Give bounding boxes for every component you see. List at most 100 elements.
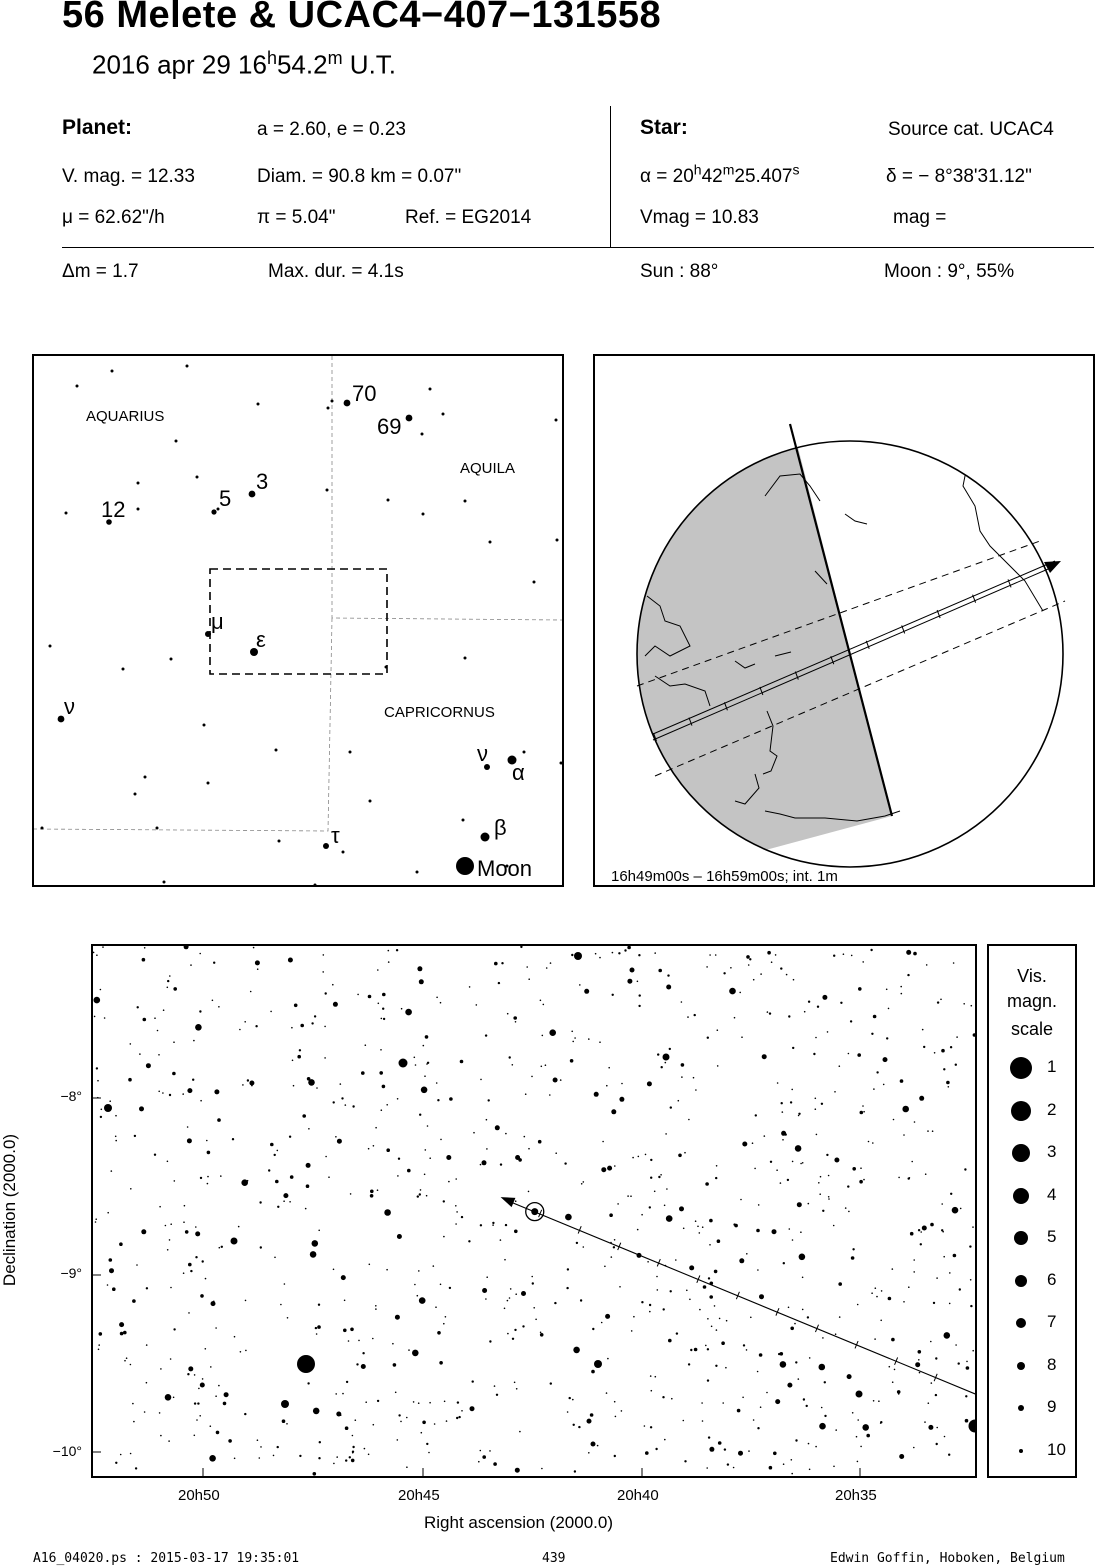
background-star bbox=[800, 1231, 802, 1233]
background-star bbox=[473, 1131, 475, 1134]
background-star bbox=[340, 1275, 346, 1281]
background-star bbox=[187, 1373, 190, 1376]
background-star bbox=[479, 1163, 482, 1166]
background-star bbox=[307, 1382, 310, 1385]
background-star bbox=[195, 1024, 202, 1031]
footer-file: A16_04020.ps : 2015-03-17 19:35:01 bbox=[33, 1551, 300, 1566]
path-tick bbox=[854, 1340, 859, 1349]
background-star bbox=[627, 1195, 629, 1197]
background-star bbox=[935, 1442, 938, 1446]
finder-star bbox=[136, 481, 140, 485]
background-star bbox=[951, 1206, 959, 1214]
background-star bbox=[732, 1466, 735, 1469]
background-star bbox=[924, 1173, 927, 1175]
background-star bbox=[948, 1302, 951, 1305]
background-star bbox=[943, 1332, 951, 1339]
globe-outline bbox=[636, 440, 1064, 868]
background-star bbox=[860, 1445, 862, 1448]
finder-star bbox=[143, 775, 147, 779]
background-star bbox=[726, 1463, 730, 1466]
background-star bbox=[133, 1134, 137, 1138]
background-star bbox=[730, 967, 732, 969]
background-star bbox=[790, 1326, 794, 1331]
background-star bbox=[729, 987, 736, 995]
background-star bbox=[315, 1333, 318, 1335]
background-star bbox=[949, 1272, 951, 1274]
background-star bbox=[482, 1288, 488, 1293]
background-star bbox=[435, 1082, 438, 1084]
background-star bbox=[514, 1328, 517, 1332]
background-star bbox=[220, 1175, 222, 1177]
background-star bbox=[740, 1198, 742, 1201]
background-star bbox=[970, 1304, 973, 1308]
background-star bbox=[339, 1414, 342, 1416]
star-ra-min: 42 bbox=[701, 166, 723, 187]
footer-author: Edwin Goffin, Hoboken, Belgium bbox=[830, 1551, 1065, 1566]
background-star bbox=[813, 1052, 816, 1056]
boundary-capricornus bbox=[33, 617, 333, 832]
background-star bbox=[707, 1277, 711, 1280]
background-star bbox=[241, 1179, 248, 1186]
background-star bbox=[495, 1393, 499, 1396]
globe-time-caption: 16h49m00s – 16h59m00s; int. 1m bbox=[611, 868, 838, 885]
background-star bbox=[927, 1130, 929, 1132]
background-star bbox=[324, 1057, 326, 1059]
background-star bbox=[608, 1066, 610, 1069]
star-label-70: 70 bbox=[352, 381, 376, 406]
background-star bbox=[565, 1213, 572, 1221]
background-star bbox=[96, 954, 98, 956]
background-star bbox=[195, 1231, 201, 1237]
background-star bbox=[941, 1048, 945, 1053]
background-star bbox=[701, 1420, 704, 1422]
background-star bbox=[145, 1063, 151, 1069]
background-star bbox=[164, 1224, 167, 1227]
background-star bbox=[260, 1446, 262, 1448]
background-star bbox=[549, 962, 552, 964]
background-star bbox=[492, 1224, 494, 1226]
scale-label-mag-9: 9 bbox=[1047, 1397, 1057, 1416]
background-star bbox=[336, 1138, 342, 1144]
background-star bbox=[766, 1391, 768, 1394]
background-star bbox=[819, 1422, 826, 1430]
background-star bbox=[377, 1002, 380, 1005]
star-label-alpha-cap: α bbox=[512, 760, 525, 785]
background-star bbox=[646, 1081, 652, 1087]
background-star bbox=[774, 954, 777, 956]
background-star bbox=[480, 1078, 482, 1081]
background-star bbox=[195, 1256, 198, 1259]
background-star bbox=[943, 1435, 946, 1438]
background-star bbox=[183, 1221, 185, 1223]
background-star bbox=[826, 1153, 829, 1157]
background-star bbox=[745, 1349, 748, 1351]
background-star bbox=[680, 1063, 685, 1067]
background-star bbox=[426, 1442, 429, 1446]
scale-dot-mag-1 bbox=[1010, 1057, 1032, 1079]
background-star bbox=[754, 1114, 757, 1117]
x-tick-20h35: 20h35 bbox=[835, 1487, 877, 1504]
label-aquila: AQUILA bbox=[460, 460, 515, 477]
background-star bbox=[694, 1220, 697, 1222]
background-star bbox=[588, 1038, 590, 1040]
background-star bbox=[815, 1133, 818, 1136]
y-tick-10: −10° bbox=[52, 1443, 82, 1459]
background-star bbox=[956, 1036, 958, 1038]
background-star bbox=[969, 1245, 972, 1248]
background-star bbox=[919, 1243, 922, 1246]
path-tick bbox=[577, 1226, 582, 1234]
background-star bbox=[833, 1465, 835, 1468]
background-star bbox=[489, 1450, 491, 1452]
background-star bbox=[423, 1173, 426, 1176]
background-star bbox=[439, 1361, 443, 1365]
background-star bbox=[605, 1392, 608, 1394]
background-star bbox=[272, 1454, 275, 1457]
background-star bbox=[709, 1218, 713, 1223]
background-star bbox=[872, 1014, 877, 1019]
background-star bbox=[913, 1271, 915, 1273]
background-star bbox=[318, 1229, 320, 1232]
background-star bbox=[770, 961, 773, 963]
background-star bbox=[298, 1049, 302, 1052]
background-star bbox=[814, 1097, 817, 1100]
background-star bbox=[791, 1472, 793, 1475]
background-star bbox=[381, 1084, 386, 1089]
background-star bbox=[688, 1118, 690, 1121]
